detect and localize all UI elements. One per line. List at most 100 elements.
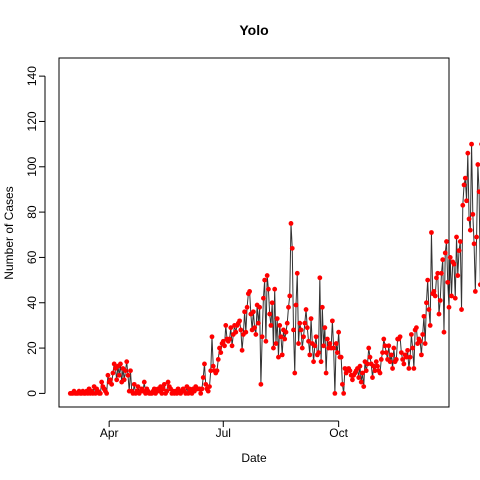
data-point: [262, 277, 268, 283]
data-point: [114, 377, 120, 383]
data-point: [299, 345, 305, 351]
data-point: [419, 352, 424, 358]
data-point: [470, 211, 476, 217]
data-point: [432, 293, 438, 299]
y-tick-label: 0: [25, 390, 39, 397]
data-point: [267, 311, 273, 317]
data-point: [292, 370, 298, 376]
data-point: [361, 384, 367, 389]
data-point: [316, 350, 321, 356]
data-point: [284, 320, 290, 326]
data-point: [435, 270, 441, 276]
data-point: [243, 329, 249, 335]
data-point: [293, 302, 299, 308]
data-point: [474, 234, 479, 240]
x-tick-label: Oct: [329, 426, 348, 440]
data-point: [312, 343, 318, 349]
data-point: [440, 257, 446, 263]
data-point: [363, 368, 369, 374]
x-axis: Apr Jul Oct: [100, 420, 349, 440]
data-point: [272, 286, 278, 292]
data-point: [465, 150, 471, 156]
data-point: [322, 325, 328, 331]
y-tick-label: 40: [25, 296, 39, 310]
data-point: [273, 341, 279, 346]
data-point: [455, 273, 461, 278]
data-point: [441, 329, 447, 335]
x-axis-label: Date: [241, 451, 267, 465]
data-point: [324, 336, 330, 342]
data-point: [329, 318, 335, 324]
data-point: [420, 332, 426, 337]
data-point: [467, 227, 473, 233]
series-cases: [67, 141, 480, 396]
data-point: [302, 320, 308, 326]
data-point: [381, 336, 387, 342]
data-point: [105, 372, 111, 378]
data-point: [207, 384, 212, 389]
data-point: [411, 366, 417, 371]
data-point: [338, 354, 344, 360]
data-point: [242, 309, 247, 315]
data-point: [407, 354, 413, 360]
data-point: [454, 234, 459, 240]
data-point: [469, 141, 474, 147]
data-point: [110, 370, 116, 376]
data-point: [297, 320, 303, 326]
data-point: [444, 239, 449, 244]
data-point: [313, 334, 319, 340]
data-point: [233, 329, 239, 335]
data-point: [227, 336, 232, 342]
data-point: [255, 320, 261, 326]
data-point: [336, 329, 342, 335]
data-point: [244, 304, 250, 310]
data-point: [429, 230, 434, 235]
data-point: [198, 391, 204, 396]
data-point: [327, 341, 333, 346]
data-point: [259, 334, 265, 340]
data-point: [269, 300, 275, 306]
data-point: [331, 345, 337, 351]
data-point: [199, 386, 205, 392]
data-point: [209, 334, 215, 340]
data-point: [452, 295, 458, 301]
data-point: [208, 368, 214, 374]
data-point: [111, 361, 117, 367]
data-point: [400, 357, 405, 362]
x-tick-label: Jul: [216, 426, 231, 440]
data-point: [298, 327, 304, 333]
data-point: [222, 343, 227, 349]
data-point: [373, 359, 379, 365]
data-point: [436, 311, 442, 317]
data-point: [427, 323, 433, 328]
data-point: [403, 354, 409, 360]
data-point: [239, 347, 245, 353]
data-point: [472, 289, 478, 294]
data-point: [477, 282, 480, 287]
data-point: [445, 279, 451, 285]
data-point: [334, 350, 340, 356]
data-point: [203, 381, 209, 387]
data-point: [317, 275, 323, 281]
data-point: [332, 391, 338, 396]
data-point: [294, 270, 300, 276]
data-point: [365, 361, 370, 367]
data-point: [425, 277, 431, 283]
data-point: [380, 350, 385, 356]
data-point: [386, 343, 392, 349]
y-tick-label: 120: [25, 111, 39, 131]
data-point: [372, 368, 378, 374]
data-point: [217, 345, 222, 351]
data-point: [205, 388, 211, 394]
data-point: [121, 377, 127, 383]
data-point: [99, 379, 105, 385]
data-point: [215, 357, 221, 362]
y-tick-label: 100: [25, 156, 39, 176]
data-point: [333, 341, 339, 346]
data-point: [462, 175, 468, 181]
data-point: [304, 325, 310, 331]
y-tick-label: 80: [25, 205, 39, 219]
data-point: [286, 304, 291, 310]
